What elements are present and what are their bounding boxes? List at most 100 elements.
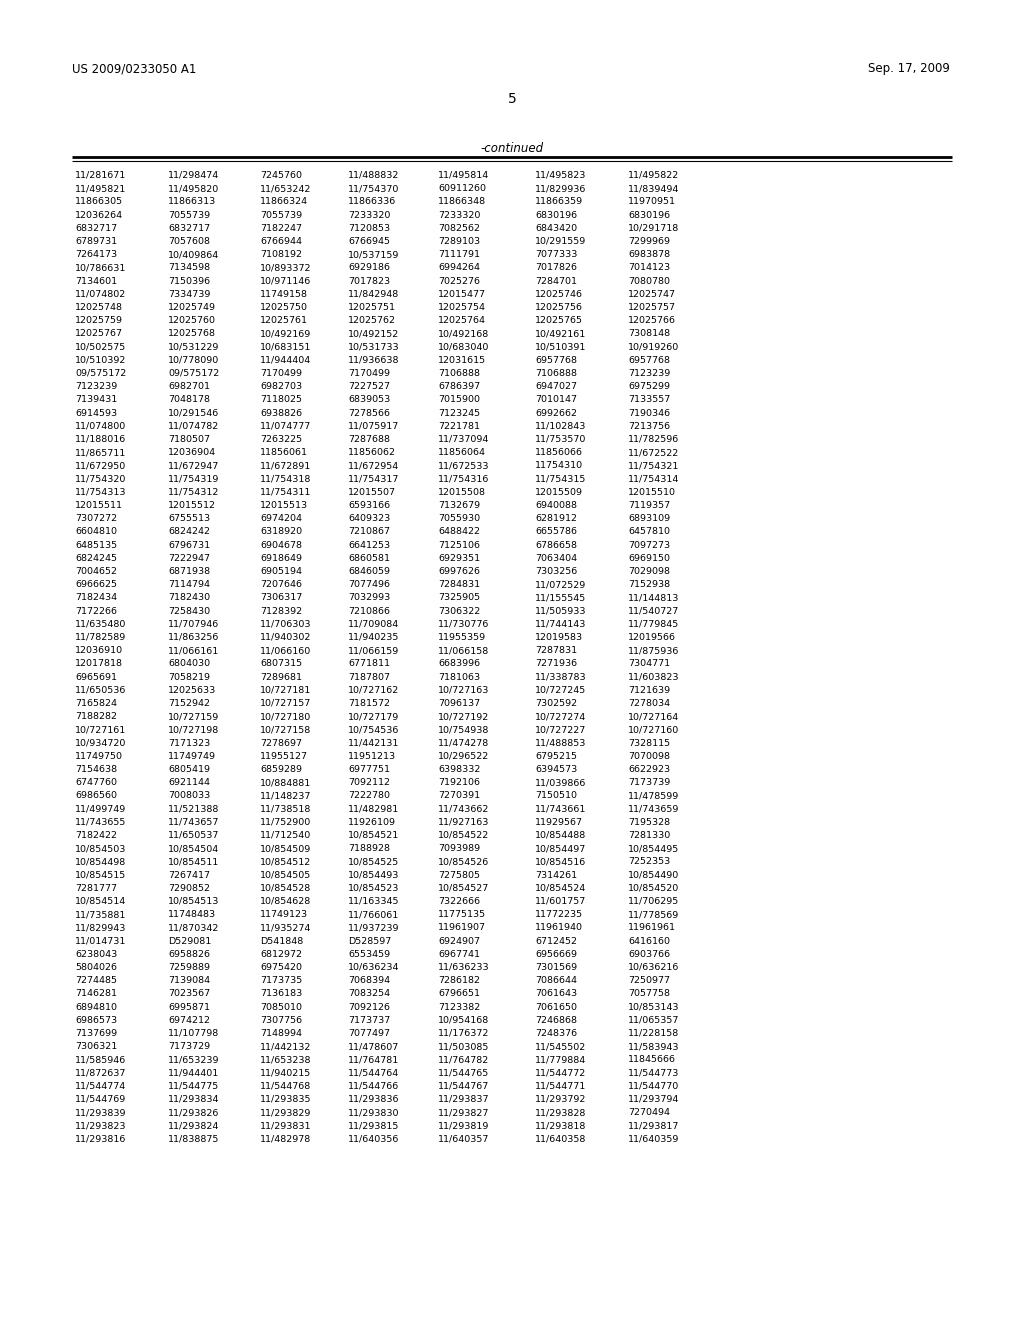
Text: 7057758: 7057758 bbox=[628, 990, 670, 998]
Text: 10/854520: 10/854520 bbox=[628, 884, 679, 892]
Text: 12025749: 12025749 bbox=[168, 304, 216, 312]
Text: 6641253: 6641253 bbox=[348, 541, 390, 549]
Text: 10/683040: 10/683040 bbox=[438, 343, 489, 351]
Text: 11/940235: 11/940235 bbox=[348, 634, 399, 642]
Text: 11/503085: 11/503085 bbox=[438, 1043, 489, 1051]
Text: 7281777: 7281777 bbox=[75, 884, 117, 892]
Text: 11/706295: 11/706295 bbox=[628, 898, 679, 906]
Text: 7173737: 7173737 bbox=[348, 1016, 390, 1024]
Text: 11749749: 11749749 bbox=[168, 752, 216, 760]
Text: 11/937239: 11/937239 bbox=[348, 924, 399, 932]
Text: 10/531229: 10/531229 bbox=[168, 343, 219, 351]
Text: 7286182: 7286182 bbox=[438, 977, 480, 985]
Text: 11955127: 11955127 bbox=[260, 752, 308, 760]
Text: 11856061: 11856061 bbox=[260, 449, 308, 457]
Text: 12025748: 12025748 bbox=[75, 304, 123, 312]
Text: 11866305: 11866305 bbox=[75, 198, 123, 206]
Text: 6894810: 6894810 bbox=[75, 1003, 117, 1011]
Text: 6553459: 6553459 bbox=[348, 950, 390, 958]
Text: 11/488832: 11/488832 bbox=[348, 172, 399, 180]
Text: 7308148: 7308148 bbox=[628, 330, 670, 338]
Text: 10/884881: 10/884881 bbox=[260, 779, 311, 787]
Text: 7264173: 7264173 bbox=[75, 251, 117, 259]
Text: 10/854503: 10/854503 bbox=[75, 845, 126, 853]
Text: 11/754319: 11/754319 bbox=[168, 475, 219, 483]
Text: 7061643: 7061643 bbox=[535, 990, 578, 998]
Text: 6394573: 6394573 bbox=[535, 766, 578, 774]
Text: 7123239: 7123239 bbox=[628, 370, 671, 378]
Text: 7097273: 7097273 bbox=[628, 541, 670, 549]
Text: 7137699: 7137699 bbox=[75, 1030, 117, 1038]
Text: 10/727192: 10/727192 bbox=[438, 713, 489, 721]
Text: 7182247: 7182247 bbox=[260, 224, 302, 232]
Text: 11772235: 11772235 bbox=[535, 911, 583, 919]
Text: 7259889: 7259889 bbox=[168, 964, 210, 972]
Text: 11/066159: 11/066159 bbox=[348, 647, 399, 655]
Text: 7314261: 7314261 bbox=[535, 871, 578, 879]
Text: 7252353: 7252353 bbox=[628, 858, 671, 866]
Text: 12025747: 12025747 bbox=[628, 290, 676, 298]
Text: 6622923: 6622923 bbox=[628, 766, 670, 774]
Text: 11/707946: 11/707946 bbox=[168, 620, 219, 628]
Text: 7017823: 7017823 bbox=[348, 277, 390, 285]
Text: 10/934720: 10/934720 bbox=[75, 739, 126, 747]
Text: 10/727245: 10/727245 bbox=[535, 686, 587, 694]
Text: 7136183: 7136183 bbox=[260, 990, 302, 998]
Text: 12025757: 12025757 bbox=[628, 304, 676, 312]
Text: 11/039866: 11/039866 bbox=[535, 779, 587, 787]
Text: 10/537159: 10/537159 bbox=[348, 251, 399, 259]
Text: 6824242: 6824242 bbox=[168, 528, 210, 536]
Text: 7058219: 7058219 bbox=[168, 673, 210, 681]
Text: 7302592: 7302592 bbox=[535, 700, 578, 708]
Text: 10/727161: 10/727161 bbox=[75, 726, 126, 734]
Text: 7181063: 7181063 bbox=[438, 673, 480, 681]
Text: 11/478607: 11/478607 bbox=[348, 1043, 399, 1051]
Text: 12025765: 12025765 bbox=[535, 317, 583, 325]
Text: 11/754316: 11/754316 bbox=[438, 475, 489, 483]
Text: 12015508: 12015508 bbox=[438, 488, 486, 496]
Text: 11/478599: 11/478599 bbox=[628, 792, 679, 800]
Text: 11/293829: 11/293829 bbox=[260, 1109, 311, 1117]
Text: 7287688: 7287688 bbox=[348, 436, 390, 444]
Text: 12015510: 12015510 bbox=[628, 488, 676, 496]
Text: 12015477: 12015477 bbox=[438, 290, 486, 298]
Text: 11/766061: 11/766061 bbox=[348, 911, 399, 919]
Text: 6975420: 6975420 bbox=[260, 964, 302, 972]
Text: 12015509: 12015509 bbox=[535, 488, 583, 496]
Text: 12025756: 12025756 bbox=[535, 304, 583, 312]
Text: 6977751: 6977751 bbox=[348, 766, 390, 774]
Text: Sep. 17, 2009: Sep. 17, 2009 bbox=[868, 62, 950, 75]
Text: 11/636233: 11/636233 bbox=[438, 964, 489, 972]
Text: 6812972: 6812972 bbox=[260, 950, 302, 958]
Text: 10/854514: 10/854514 bbox=[75, 898, 126, 906]
Text: 10/854515: 10/854515 bbox=[75, 871, 126, 879]
Text: 6755513: 6755513 bbox=[168, 515, 210, 523]
Text: 11/672533: 11/672533 bbox=[438, 462, 489, 470]
Text: 12025750: 12025750 bbox=[260, 304, 308, 312]
Text: 7210867: 7210867 bbox=[348, 528, 390, 536]
Text: 11/738518: 11/738518 bbox=[260, 805, 311, 813]
Text: 7213756: 7213756 bbox=[628, 422, 670, 430]
Text: 6416160: 6416160 bbox=[628, 937, 670, 945]
Text: 7119357: 7119357 bbox=[628, 502, 670, 510]
Text: 11961961: 11961961 bbox=[628, 924, 676, 932]
Text: 11/779884: 11/779884 bbox=[535, 1056, 587, 1064]
Text: 11/672954: 11/672954 bbox=[348, 462, 399, 470]
Text: 10/727181: 10/727181 bbox=[260, 686, 311, 694]
Text: 10/778090: 10/778090 bbox=[168, 356, 219, 364]
Text: 10/727163: 10/727163 bbox=[438, 686, 489, 694]
Text: 11/474278: 11/474278 bbox=[438, 739, 489, 747]
Text: 11/764782: 11/764782 bbox=[438, 1056, 489, 1064]
Text: 7289681: 7289681 bbox=[260, 673, 302, 681]
Text: 7325905: 7325905 bbox=[438, 594, 480, 602]
Text: 10/854490: 10/854490 bbox=[628, 871, 679, 879]
Text: 12025746: 12025746 bbox=[535, 290, 583, 298]
Text: 6982703: 6982703 bbox=[260, 383, 302, 391]
Text: 7263225: 7263225 bbox=[260, 436, 302, 444]
Text: 11/603823: 11/603823 bbox=[628, 673, 680, 681]
Text: 10/492152: 10/492152 bbox=[348, 330, 399, 338]
Text: 11/927163: 11/927163 bbox=[438, 818, 489, 826]
Text: 10/636216: 10/636216 bbox=[628, 964, 679, 972]
Text: 11/188016: 11/188016 bbox=[75, 436, 126, 444]
Text: 11/442131: 11/442131 bbox=[348, 739, 399, 747]
